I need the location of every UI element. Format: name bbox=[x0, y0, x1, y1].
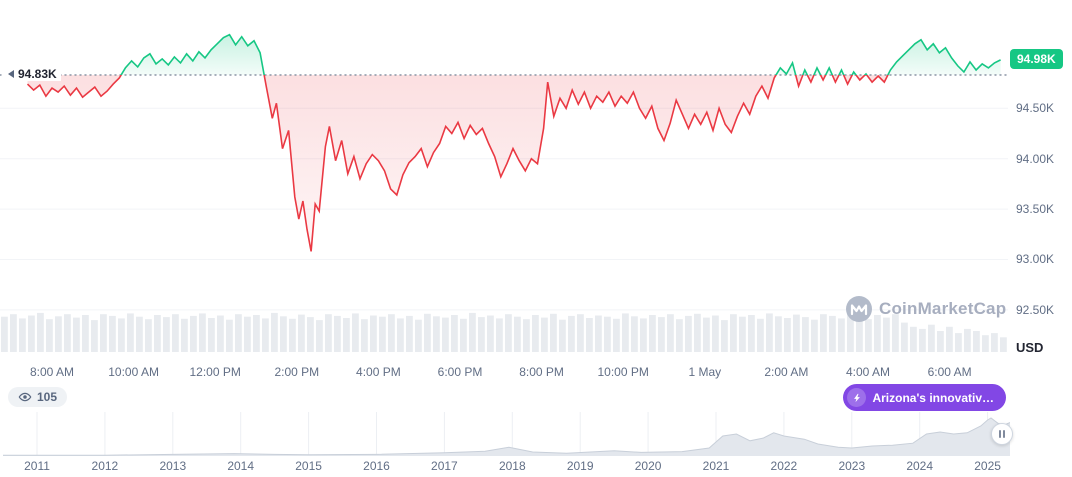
eye-icon bbox=[18, 392, 32, 402]
x-axis-tick: 2:00 PM bbox=[274, 365, 320, 379]
baseline-marker-icon bbox=[8, 70, 14, 78]
timeline-year-labels: 2011 2012 2013 2014 2015 2016 2017 2018 2019 2020… bbox=[0, 456, 1072, 477]
year-label: 2025 bbox=[974, 459, 1001, 473]
coinmarketcap-watermark: CoinMarketCap bbox=[846, 296, 1006, 322]
year-label: 2024 bbox=[906, 459, 934, 473]
watermark-text: CoinMarketCap bbox=[879, 299, 1007, 318]
baseline-price-value: 94.83K bbox=[18, 67, 57, 81]
handle-grip-icon bbox=[999, 430, 1001, 438]
coinmarketcap-logo-icon bbox=[846, 296, 872, 322]
price-chart-area: 94.83K CoinMarketCap 94.98K USD 94.50K 94… bbox=[0, 0, 1072, 358]
currency-unit-label: USD bbox=[1016, 340, 1044, 355]
y-axis-tick: 93.50K bbox=[1016, 202, 1055, 217]
timeline-range-handle[interactable] bbox=[991, 423, 1013, 445]
current-price-badge: 94.98K bbox=[1010, 48, 1063, 69]
y-axis-tick: 94.00K bbox=[1016, 151, 1055, 166]
year-label: 2020 bbox=[634, 459, 662, 473]
x-axis-tick: 6:00 AM bbox=[927, 365, 972, 379]
overlay-row: 105 Arizona's innovativ… bbox=[0, 384, 1072, 412]
year-label: 2021 bbox=[702, 459, 730, 473]
baseline-price-label: 94.83K bbox=[4, 67, 61, 81]
x-axis-tick: 12:00 PM bbox=[189, 365, 241, 379]
x-axis-tick: 8:00 PM bbox=[519, 365, 564, 379]
news-alert-badge[interactable]: Arizona's innovativ… bbox=[843, 384, 1006, 411]
x-axis: 8:00 AM 10:00 AM 12:00 PM 2:00 PM 4:00 PM 6:0… bbox=[0, 358, 1008, 384]
year-label: 2016 bbox=[363, 459, 390, 473]
x-axis-tick: 4:00 PM bbox=[356, 365, 401, 379]
year-label: 2014 bbox=[227, 459, 255, 473]
year-label: 2018 bbox=[498, 459, 526, 473]
year-label: 2015 bbox=[295, 459, 322, 473]
x-axis-tick: 10:00 PM bbox=[597, 365, 649, 379]
y-axis-tick: 92.50K bbox=[1016, 302, 1055, 317]
timeline-mini-chart-svg[interactable] bbox=[0, 412, 1010, 456]
y-axis-tick: 94.50K bbox=[1016, 101, 1055, 116]
year-label: 2022 bbox=[770, 459, 798, 473]
x-axis-tick: 2:00 AM bbox=[764, 365, 809, 379]
news-alert-text: Arizona's innovativ… bbox=[872, 390, 994, 405]
year-label: 2023 bbox=[838, 459, 866, 473]
year-label: 2019 bbox=[566, 459, 594, 473]
x-axis-tick: 8:00 AM bbox=[29, 365, 75, 379]
x-axis-tick: 4:00 AM bbox=[845, 365, 891, 379]
x-axis-tick: 1 May bbox=[688, 365, 722, 379]
timeline-scrubber[interactable] bbox=[0, 412, 1072, 456]
lightning-icon bbox=[847, 388, 867, 407]
price-chart-svg[interactable] bbox=[0, 0, 1008, 358]
y-axis: 94.98K USD 94.50K 94.00K 93.50K 93.00K 92.50… bbox=[1008, 0, 1072, 358]
year-label: 2011 bbox=[24, 459, 50, 473]
year-label: 2013 bbox=[159, 459, 187, 473]
y-axis-tick: 93.00K bbox=[1016, 252, 1055, 267]
handle-grip-icon bbox=[1003, 430, 1005, 438]
x-axis-tick: 6:00 PM bbox=[437, 365, 483, 379]
x-axis-tick: 10:00 AM bbox=[108, 365, 159, 379]
viewers-count: 105 bbox=[37, 390, 58, 404]
year-label: 2017 bbox=[431, 459, 458, 473]
year-label: 2012 bbox=[91, 459, 119, 473]
viewers-count-badge: 105 bbox=[8, 387, 68, 407]
